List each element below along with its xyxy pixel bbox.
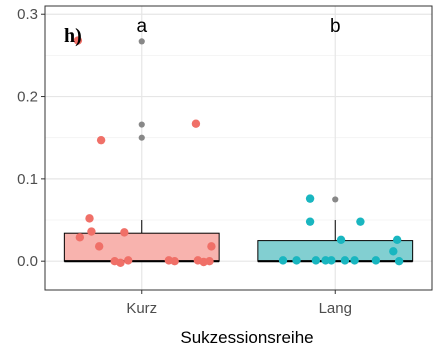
data-point [389,247,398,256]
jitter-points-layer [73,36,404,268]
panel-label: h) [64,25,82,47]
data-point [85,214,94,223]
data-point [205,256,214,266]
y-tick-label: 0.2 [17,89,38,106]
data-point [356,217,365,226]
y-tick-label: 0.0 [17,253,38,270]
outlier-point [138,121,145,128]
data-point [311,256,321,265]
significance-letter: a [136,16,147,37]
outlier-point [138,134,145,141]
outlier-point [138,38,145,45]
significance-letter: b [330,16,341,37]
data-point [327,256,336,265]
data-point [207,242,216,251]
data-point [305,194,315,203]
box-iqr [63,232,220,262]
data-point [350,256,359,265]
data-point [305,217,315,226]
x-axis-title: Sukzessionsreihe [180,328,313,347]
data-point [392,235,402,244]
data-point [371,256,381,265]
data-point [170,256,179,266]
data-point [292,256,301,265]
data-point [96,135,106,145]
data-point [124,256,133,265]
data-point [87,227,96,236]
data-point [94,242,104,251]
y-tick-label: 0.1 [17,171,38,188]
y-axis: 0.0 0.1 0.2 0.3 [17,6,45,270]
data-point [336,235,346,244]
data-point [116,258,125,268]
minor-gridlines [45,54,432,221]
data-point [340,256,350,265]
data-point [191,119,201,128]
data-point [120,228,129,237]
x-axis: Kurz Lang [126,290,352,317]
outlier-point [332,196,339,203]
outliers-layer [138,38,339,203]
y-tick-label: 0.3 [17,6,38,23]
x-tick-label: Kurz [126,300,157,317]
data-point [75,233,85,242]
data-point [394,256,404,266]
data-point [321,256,330,265]
data-point [278,256,288,265]
data-point [73,36,83,45]
x-tick-label: Lang [319,300,352,317]
plot-panel-border [44,5,433,291]
